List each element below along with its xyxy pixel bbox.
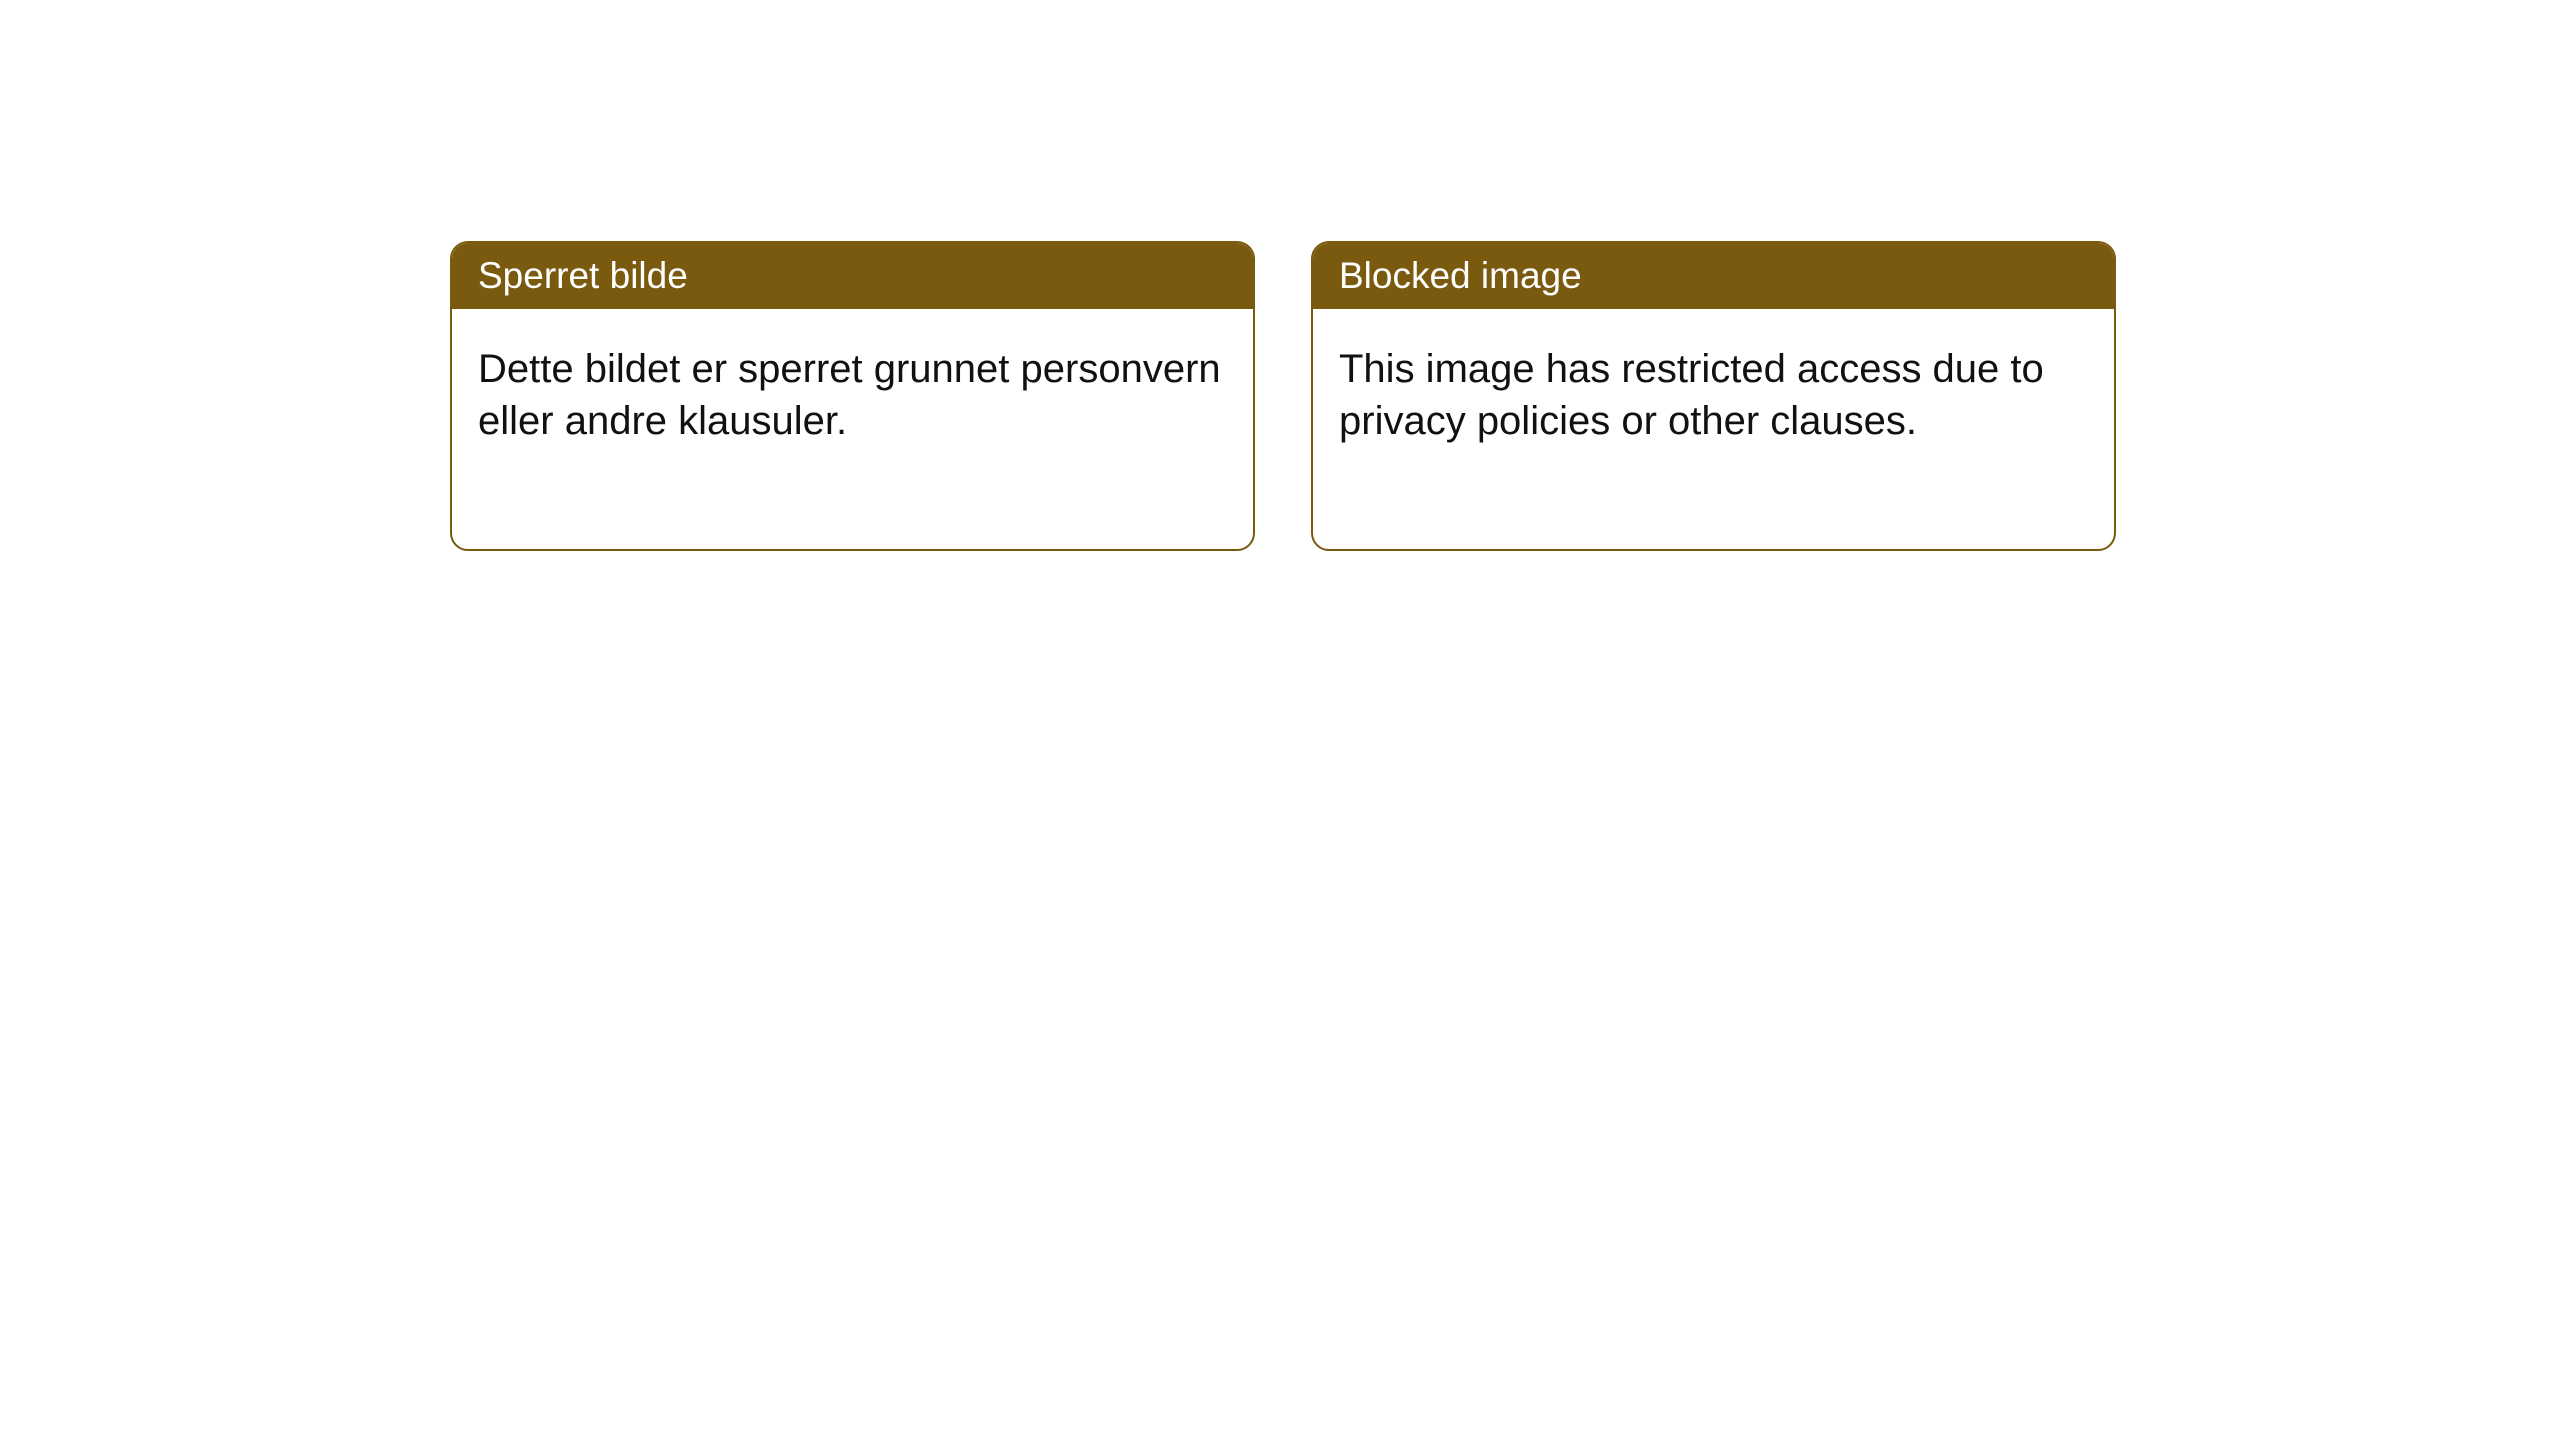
notice-card-english: Blocked image This image has restricted … xyxy=(1311,241,2116,551)
card-body-text: Dette bildet er sperret grunnet personve… xyxy=(478,347,1221,443)
card-header: Sperret bilde xyxy=(452,243,1253,309)
card-body: Dette bildet er sperret grunnet personve… xyxy=(452,309,1253,549)
card-body-text: This image has restricted access due to … xyxy=(1339,347,2044,443)
card-header: Blocked image xyxy=(1313,243,2114,309)
card-body: This image has restricted access due to … xyxy=(1313,309,2114,549)
notice-container: Sperret bilde Dette bildet er sperret gr… xyxy=(450,241,2116,551)
notice-card-norwegian: Sperret bilde Dette bildet er sperret gr… xyxy=(450,241,1255,551)
card-title: Blocked image xyxy=(1339,255,1582,296)
card-title: Sperret bilde xyxy=(478,255,688,296)
